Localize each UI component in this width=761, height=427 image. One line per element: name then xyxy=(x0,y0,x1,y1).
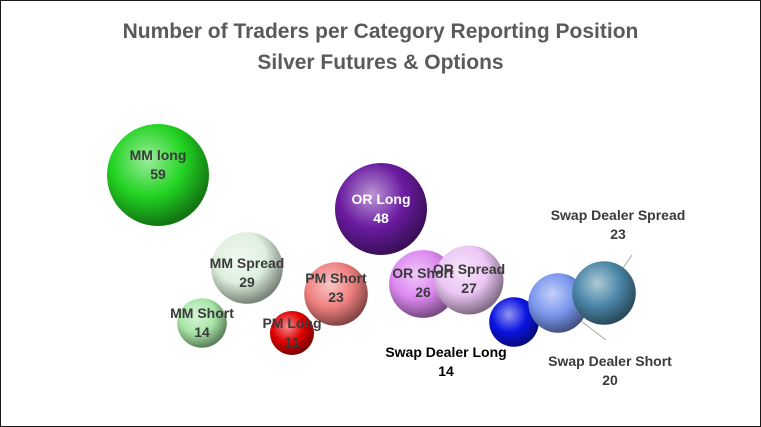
bubble-pm-short xyxy=(304,262,368,326)
bubble-mm-short xyxy=(177,298,227,348)
bubble-swap-dealer-long xyxy=(489,297,539,347)
data-label-name-swap-dealer-spread: Swap Dealer Spread xyxy=(551,207,686,223)
bubble-mm-long xyxy=(107,124,209,226)
data-label-name-mm-spread: MM Spread xyxy=(210,255,285,271)
bubble-or-spread xyxy=(434,245,504,315)
data-label-name-or-spread: OR Spread xyxy=(433,261,505,277)
data-label-name-swap-dealer-long: Swap Dealer Long xyxy=(385,344,506,360)
data-label-value-mm-spread: 29 xyxy=(239,274,255,290)
data-label-value-mm-short: 14 xyxy=(194,324,210,340)
data-label-value-pm-long: 11 xyxy=(285,334,300,350)
data-label-value-swap-dealer-short: 20 xyxy=(602,372,618,388)
data-label-name-pm-long: PM Long xyxy=(262,315,321,331)
data-label-value-or-short: 26 xyxy=(415,284,431,300)
data-label-name-mm-long: MM long xyxy=(130,147,187,163)
data-label-value-or-long: 48 xyxy=(373,210,389,226)
data-label-value-pm-short: 23 xyxy=(328,289,344,305)
data-label-value-or-spread: 27 xyxy=(461,280,477,296)
bubble-swap-dealer-spread xyxy=(572,261,636,325)
data-label-value-mm-long: 59 xyxy=(150,166,166,182)
data-label-name-mm-short: MM Short xyxy=(170,305,234,321)
data-label-name-pm-short: PM Short xyxy=(305,270,367,286)
bubble-or-long xyxy=(335,163,427,255)
data-label-name-or-short: OR Short xyxy=(392,265,454,281)
bubble-pm-long xyxy=(270,311,314,355)
data-label-value-swap-dealer-long: 14 xyxy=(438,363,454,379)
chart-title: Number of Traders per Category Reporting… xyxy=(122,20,639,43)
bubble-mm-spread xyxy=(211,232,283,304)
chart-subtitle: Silver Futures & Options xyxy=(257,51,504,74)
data-label-value-swap-dealer-spread: 23 xyxy=(610,226,626,242)
data-label-name-or-long: OR Long xyxy=(351,191,410,207)
data-label-name-swap-dealer-short: Swap Dealer Short xyxy=(548,353,672,369)
